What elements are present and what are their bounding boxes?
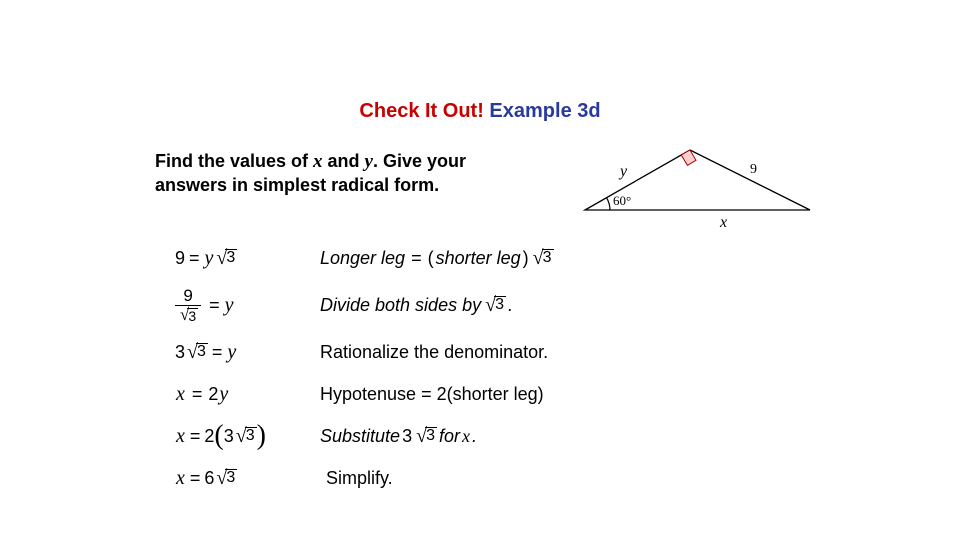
sqrt-icon: √3 bbox=[416, 425, 437, 448]
sqrt-icon: √3 bbox=[236, 425, 257, 448]
step-4-eq: x = 2y bbox=[175, 383, 320, 406]
sqrt-icon: √3 bbox=[216, 467, 237, 490]
fraction: 9 √3 bbox=[175, 287, 201, 324]
slide-title: Check It Out! Example 3d bbox=[0, 100, 960, 123]
step-6-expl: Simplify. bbox=[320, 468, 393, 489]
step-3: 3√3 = y Rationalize the denominator. bbox=[175, 334, 554, 370]
label-y: y bbox=[618, 163, 628, 180]
step-5-expl: Substitute 3√3 for x. bbox=[320, 425, 477, 448]
step-4-expl: Hypotenuse = 2(shorter leg) bbox=[320, 384, 544, 405]
var-y: y bbox=[365, 151, 373, 172]
angle-60: 60° bbox=[613, 193, 631, 208]
triangle-diagram: 60° y 9 x bbox=[565, 140, 825, 230]
title-blue: Example 3d bbox=[489, 100, 600, 122]
step-5: x = 2(3√3) Substitute 3√3 for x. bbox=[175, 418, 554, 454]
sqrt-icon: √3 bbox=[485, 294, 506, 317]
sqrt-icon: √3 bbox=[187, 341, 208, 364]
step-6: x = 6√3 Simplify. bbox=[175, 460, 554, 496]
step-2-eq: 9 √3 = y bbox=[175, 287, 320, 324]
title-red: Check It Out! bbox=[359, 100, 483, 122]
step-2-expl: Divide both sides by √3. bbox=[320, 294, 513, 317]
step-5-eq: x = 2(3√3) bbox=[175, 423, 320, 448]
label-x: x bbox=[719, 214, 727, 231]
var-x: x bbox=[313, 151, 323, 172]
solution-steps: 9 = y √3 Longer leg = (shorter leg) √3 9… bbox=[175, 240, 554, 502]
step-2: 9 √3 = y Divide both sides by √3. bbox=[175, 282, 554, 328]
sqrt-icon: √3 bbox=[216, 247, 237, 270]
sqrt-icon: √3 bbox=[533, 247, 554, 270]
prompt-text: Find the values of bbox=[155, 151, 313, 171]
step-6-eq: x = 6√3 bbox=[175, 467, 320, 490]
problem-prompt: Find the values of x and y. Give your an… bbox=[155, 150, 525, 196]
step-1-expl: Longer leg = (shorter leg) √3 bbox=[320, 247, 554, 270]
step-1-eq: 9 = y √3 bbox=[175, 247, 320, 270]
step-4: x = 2y Hypotenuse = 2(shorter leg) bbox=[175, 376, 554, 412]
step-1: 9 = y √3 Longer leg = (shorter leg) √3 bbox=[175, 240, 554, 276]
step-3-eq: 3√3 = y bbox=[175, 341, 320, 364]
label-9: 9 bbox=[750, 162, 757, 177]
step-3-expl: Rationalize the denominator. bbox=[320, 342, 548, 363]
